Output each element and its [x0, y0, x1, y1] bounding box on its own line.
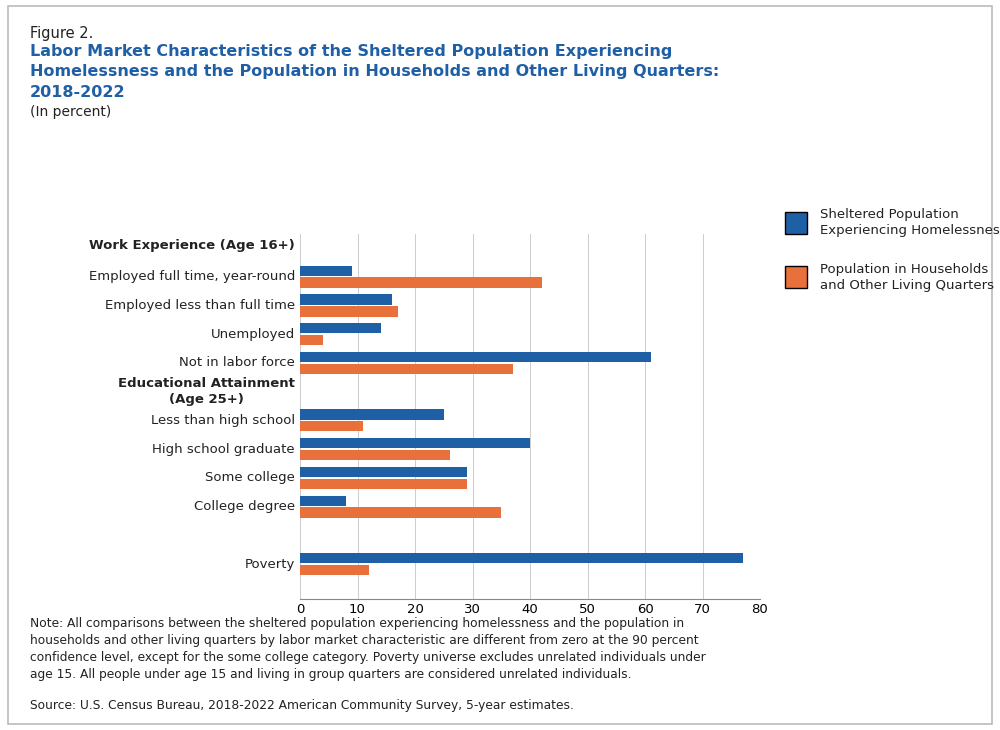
- Text: High school graduate: High school graduate: [152, 442, 295, 456]
- Text: 2018-2022: 2018-2022: [30, 85, 126, 100]
- Bar: [300, 277, 542, 288]
- Bar: [300, 266, 352, 276]
- Text: College degree: College degree: [194, 500, 295, 513]
- Bar: [300, 306, 398, 317]
- Text: Labor Market Characteristics of the Sheltered Population Experiencing: Labor Market Characteristics of the Shel…: [30, 44, 672, 59]
- Text: Not in labor force: Not in labor force: [179, 356, 295, 369]
- Bar: [300, 438, 530, 448]
- Text: Homelessness and the Population in Households and Other Living Quarters:: Homelessness and the Population in House…: [30, 64, 719, 80]
- Bar: [300, 323, 380, 334]
- Text: Sheltered Population
Experiencing Homelessness: Sheltered Population Experiencing Homele…: [820, 208, 1000, 237]
- Text: Unemployed: Unemployed: [211, 328, 295, 341]
- Text: Work Experience (Age 16+): Work Experience (Age 16+): [89, 239, 295, 252]
- Text: Employed less than full time: Employed less than full time: [105, 299, 295, 312]
- Text: Note: All comparisons between the sheltered population experiencing homelessness: Note: All comparisons between the shelte…: [30, 617, 706, 681]
- Text: Employed full time, year-round: Employed full time, year-round: [89, 270, 295, 283]
- Bar: [300, 421, 363, 431]
- Text: Educational Attainment
(Age 25+): Educational Attainment (Age 25+): [118, 377, 295, 406]
- Bar: [300, 565, 369, 575]
- Text: (In percent): (In percent): [30, 105, 111, 119]
- Bar: [300, 553, 743, 564]
- Bar: [300, 507, 501, 518]
- Text: Less than high school: Less than high school: [151, 414, 295, 427]
- Bar: [300, 466, 467, 477]
- Bar: [300, 410, 444, 420]
- Text: Population in Households
and Other Living Quarters: Population in Households and Other Livin…: [820, 263, 994, 292]
- Bar: [300, 450, 450, 460]
- Bar: [300, 479, 467, 489]
- Bar: [300, 352, 651, 362]
- Text: Some college: Some college: [205, 472, 295, 485]
- Bar: [300, 364, 513, 374]
- Text: Source: U.S. Census Bureau, 2018-2022 American Community Survey, 5-year estimate: Source: U.S. Census Bureau, 2018-2022 Am…: [30, 699, 574, 712]
- Bar: [300, 496, 346, 506]
- Bar: [300, 294, 392, 304]
- Text: Poverty: Poverty: [245, 558, 295, 571]
- Bar: [300, 335, 323, 345]
- Text: Figure 2.: Figure 2.: [30, 26, 93, 41]
